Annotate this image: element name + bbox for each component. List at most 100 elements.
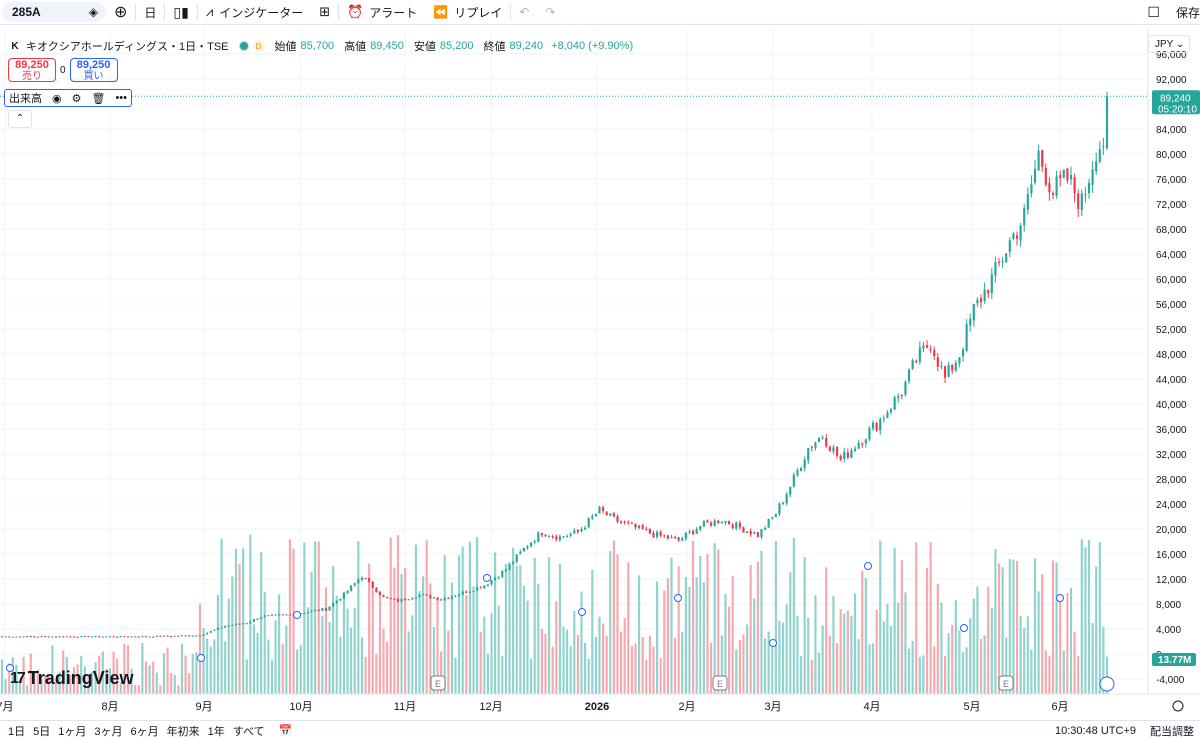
volume-bar bbox=[119, 681, 122, 694]
clock[interactable]: 10:30:48 UTC+9 bbox=[1054, 724, 1136, 737]
save-button[interactable]: 保存 bbox=[1168, 0, 1200, 24]
volume-bar bbox=[587, 658, 590, 694]
candle-body bbox=[335, 600, 338, 603]
candle-body bbox=[641, 525, 644, 530]
range-3m[interactable]: 3ヶ月 bbox=[94, 725, 123, 738]
trash-icon[interactable]: 🗑 bbox=[91, 92, 106, 105]
tradingview-logo[interactable]: 17 TradingView bbox=[10, 668, 134, 689]
volume-bar bbox=[972, 598, 975, 694]
volume-bar bbox=[195, 652, 198, 694]
volume-bar bbox=[940, 602, 943, 694]
alert-button[interactable]: ⏰ アラート bbox=[339, 0, 425, 24]
collapse-legend-button[interactable]: ⌃ bbox=[8, 110, 32, 128]
volume-bar bbox=[400, 574, 403, 694]
candle-body bbox=[994, 262, 997, 276]
candle-body bbox=[922, 345, 925, 349]
volume-bar bbox=[26, 685, 29, 694]
legend-title[interactable]: キオクシアホールディングス・1日・TSE bbox=[26, 41, 229, 53]
candle-body bbox=[440, 599, 443, 601]
volume-bar bbox=[1019, 616, 1022, 694]
currency-selector[interactable]: JPY ⌄ bbox=[1148, 35, 1190, 53]
volume-bar bbox=[1005, 637, 1008, 694]
candle-body bbox=[443, 597, 446, 600]
interval-button[interactable]: 日 bbox=[136, 0, 164, 24]
more-icon[interactable]: ••• bbox=[115, 92, 128, 104]
adjust-label[interactable]: 配当調整 bbox=[1150, 725, 1194, 738]
replay-button[interactable]: ⏪ リプレイ bbox=[425, 0, 510, 24]
volume-bar bbox=[378, 590, 382, 694]
candle-body bbox=[22, 636, 25, 638]
redo-button[interactable]: ↷ bbox=[537, 0, 563, 24]
volume-bar bbox=[472, 586, 475, 694]
candle-body bbox=[62, 636, 65, 638]
candle-body bbox=[767, 518, 770, 528]
candle-body bbox=[540, 533, 543, 536]
undo-button[interactable]: ↶ bbox=[511, 0, 537, 24]
candle-body bbox=[933, 350, 936, 357]
volume-bar bbox=[126, 645, 130, 694]
candle-body bbox=[1037, 150, 1040, 171]
volume-bar bbox=[213, 639, 216, 694]
range-1y[interactable]: 1年 bbox=[207, 725, 225, 738]
candle-body bbox=[87, 635, 90, 637]
volume-bar bbox=[22, 657, 25, 694]
volume-bar bbox=[324, 587, 328, 694]
volume-bar bbox=[562, 626, 565, 694]
candle-body bbox=[580, 529, 583, 532]
volume-bar bbox=[997, 563, 1001, 694]
diamond-icon[interactable]: ◈ bbox=[88, 5, 98, 19]
eye-icon[interactable]: ◉ bbox=[52, 92, 62, 105]
candle-body bbox=[886, 412, 889, 418]
symbol-search[interactable]: 285A ◈ bbox=[2, 2, 106, 22]
volume-bar bbox=[821, 625, 824, 694]
indicators-button[interactable]: ⩘ インジケーター bbox=[198, 0, 311, 24]
candle-body bbox=[112, 636, 115, 638]
volume-bar bbox=[108, 667, 112, 694]
candle-body bbox=[11, 636, 14, 638]
range-5d[interactable]: 5日 bbox=[33, 725, 51, 738]
volume-bar bbox=[1077, 656, 1080, 694]
chart-type-button[interactable]: ▯▮ bbox=[165, 0, 196, 24]
volume-bar bbox=[943, 656, 947, 694]
price-chart[interactable]: 96,00092,00088,00084,00080,00076,00072,0… bbox=[0, 25, 1200, 719]
add-symbol-button[interactable]: ⊕ bbox=[106, 0, 135, 24]
volume-legend[interactable]: 出来高 ◉ ⚙ 🗑 ••• bbox=[4, 89, 132, 107]
last-price-label: 89,240 bbox=[1160, 93, 1191, 104]
settings-icon[interactable]: ⚙ bbox=[71, 92, 82, 105]
volume-bar bbox=[1095, 566, 1098, 694]
volume-bar bbox=[530, 658, 533, 694]
candle-body bbox=[324, 608, 328, 611]
volume-bar bbox=[749, 564, 752, 694]
volume-bar bbox=[936, 583, 939, 694]
date-range-icon[interactable]: 📅 bbox=[278, 725, 293, 737]
candle-body bbox=[368, 578, 371, 582]
candle-body bbox=[763, 527, 767, 530]
sell-button[interactable]: 89,250 売り bbox=[8, 58, 56, 82]
volume-bar bbox=[1055, 562, 1058, 694]
volume-bar bbox=[548, 557, 551, 694]
price-tick-label: 24,000 bbox=[1156, 500, 1187, 511]
volume-bar bbox=[188, 672, 191, 694]
range-1m[interactable]: 1ヶ月 bbox=[58, 725, 87, 738]
candle-body bbox=[760, 529, 763, 537]
range-1d[interactable]: 1日 bbox=[8, 725, 26, 738]
bottom-toolbar: 1日 5日 1ヶ月 3ヶ月 6ヶ月 年初来 1年 すべて 📅 10:30:48 … bbox=[0, 720, 1200, 740]
range-all[interactable]: すべて bbox=[232, 725, 265, 738]
fullscreen-button[interactable]: ☐ bbox=[1139, 0, 1168, 24]
candle-body bbox=[105, 636, 108, 638]
buy-button[interactable]: 89,250 買い bbox=[69, 58, 118, 82]
volume-bar bbox=[958, 630, 961, 694]
layouts-button[interactable]: ⊞ bbox=[311, 0, 338, 24]
volume-bar bbox=[256, 632, 259, 694]
volume-bar bbox=[332, 566, 335, 694]
volume-bar bbox=[882, 621, 885, 694]
candle-body bbox=[609, 513, 612, 516]
volume-bar bbox=[15, 664, 18, 694]
candle-body bbox=[303, 613, 306, 615]
volume-bar bbox=[774, 541, 777, 694]
range-ytd[interactable]: 年初来 bbox=[166, 725, 200, 738]
candle-body bbox=[94, 636, 97, 638]
range-6m[interactable]: 6ヶ月 bbox=[130, 725, 159, 738]
candle-body bbox=[555, 536, 558, 540]
volume-bar bbox=[684, 576, 687, 694]
